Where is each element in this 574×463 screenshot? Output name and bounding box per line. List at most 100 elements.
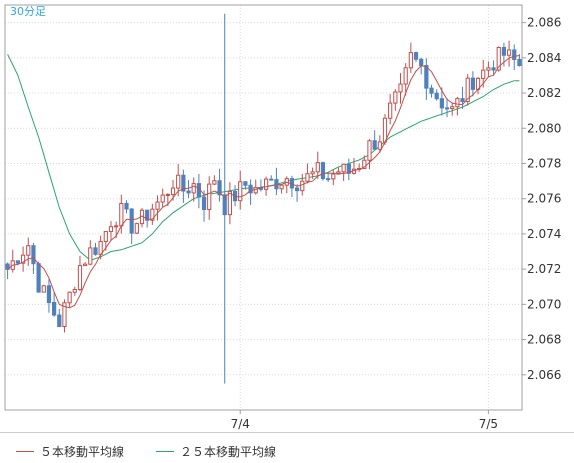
ma25-line-swatch bbox=[156, 451, 174, 452]
grid-layer bbox=[5, 5, 522, 410]
candle-body bbox=[88, 247, 93, 265]
candle-body bbox=[388, 102, 393, 119]
candle bbox=[248, 179, 253, 206]
candle-body bbox=[300, 180, 305, 192]
candle-body bbox=[481, 69, 486, 79]
ma5-line-swatch bbox=[16, 451, 34, 452]
candle-body bbox=[434, 92, 439, 100]
candle bbox=[10, 249, 15, 273]
candle bbox=[217, 168, 222, 202]
candle-body bbox=[413, 52, 419, 60]
candle bbox=[491, 60, 496, 75]
candle bbox=[408, 42, 413, 73]
x-tick-label: 7/5 bbox=[479, 417, 498, 431]
candle-body bbox=[320, 162, 326, 180]
candle-body bbox=[512, 49, 517, 60]
candle bbox=[212, 175, 217, 186]
candle bbox=[460, 86, 465, 110]
candle-body bbox=[191, 183, 196, 194]
candle bbox=[57, 308, 62, 328]
candle bbox=[289, 175, 295, 198]
candle-body bbox=[222, 194, 227, 216]
candle-body bbox=[346, 163, 351, 174]
y-tick-label: 2.076 bbox=[527, 192, 561, 206]
candle bbox=[284, 176, 289, 194]
candle-body bbox=[165, 194, 170, 197]
candle bbox=[377, 135, 382, 153]
candle-body bbox=[465, 77, 470, 102]
candle bbox=[403, 63, 408, 96]
candle-body bbox=[305, 173, 310, 182]
candle-body bbox=[41, 285, 46, 293]
candle bbox=[326, 172, 331, 182]
candle bbox=[367, 139, 372, 170]
legend: ５本移動平均線 ２５本移動平均線 bbox=[0, 432, 574, 463]
candle-body bbox=[108, 226, 114, 233]
candle-body bbox=[491, 67, 496, 71]
candle-body bbox=[455, 98, 460, 108]
candle bbox=[434, 89, 439, 101]
candle bbox=[186, 180, 191, 199]
candle bbox=[274, 167, 279, 196]
y-tick-label: 2.068 bbox=[527, 333, 561, 347]
candle-body bbox=[263, 178, 269, 190]
candle-body bbox=[83, 263, 88, 267]
y-tick-label: 2.066 bbox=[527, 368, 561, 382]
candle-body bbox=[36, 263, 41, 293]
candle-body bbox=[15, 260, 21, 264]
candle-body bbox=[439, 98, 444, 109]
candle-body bbox=[398, 83, 403, 93]
candle-body bbox=[20, 254, 26, 264]
candle-body bbox=[31, 245, 36, 265]
candle bbox=[388, 94, 393, 125]
candle-body bbox=[315, 162, 320, 173]
candle bbox=[62, 299, 67, 333]
y-tick-label: 2.072 bbox=[527, 262, 561, 276]
candle-body bbox=[295, 187, 300, 192]
candle-body bbox=[72, 289, 77, 293]
candle bbox=[139, 207, 145, 228]
candle-body bbox=[331, 173, 336, 180]
candle-body bbox=[372, 140, 377, 150]
candle bbox=[398, 73, 403, 104]
timeframe-label: 30分足 bbox=[10, 5, 46, 18]
candle bbox=[134, 222, 139, 234]
candle-body bbox=[486, 67, 491, 71]
y-tick-label: 2.080 bbox=[527, 121, 561, 135]
candle bbox=[150, 203, 155, 225]
candle-body bbox=[114, 225, 119, 228]
y-tick-label: 2.084 bbox=[527, 51, 561, 65]
candle-body bbox=[429, 87, 434, 94]
candle-body bbox=[217, 180, 222, 196]
candle bbox=[450, 103, 455, 116]
candle-body bbox=[124, 203, 129, 210]
candle-body bbox=[26, 245, 31, 256]
candle-body bbox=[227, 190, 232, 216]
candle-body bbox=[181, 174, 186, 192]
candle bbox=[320, 161, 326, 181]
candle bbox=[512, 44, 517, 71]
candle-body bbox=[326, 178, 331, 181]
candle bbox=[52, 292, 57, 317]
legend-item-ma25: ２５本移動平均線 bbox=[156, 443, 276, 460]
candle bbox=[196, 173, 201, 209]
candle-body bbox=[377, 141, 382, 150]
candle-body bbox=[201, 196, 207, 211]
candle bbox=[36, 261, 41, 293]
candle-body bbox=[470, 77, 475, 90]
candle-body bbox=[460, 98, 465, 102]
candle bbox=[5, 262, 10, 280]
candle-body bbox=[46, 285, 52, 303]
y-tick-label: 2.082 bbox=[527, 86, 561, 100]
legend-item-ma5: ５本移動平均線 bbox=[16, 443, 124, 460]
candle bbox=[93, 242, 98, 256]
candle-body bbox=[243, 181, 248, 186]
candle bbox=[108, 221, 114, 241]
candle-body bbox=[77, 265, 83, 291]
ma5-layer bbox=[7, 55, 520, 309]
candle-body bbox=[119, 203, 124, 227]
candlestick-chart: 2.066 2.068 2.070 2.072 2.074 2.076 2.078 2.080… bbox=[4, 4, 561, 431]
candle bbox=[351, 158, 357, 175]
candle-body bbox=[444, 107, 450, 110]
legend-ma5-label: ５本移動平均線 bbox=[40, 445, 125, 459]
